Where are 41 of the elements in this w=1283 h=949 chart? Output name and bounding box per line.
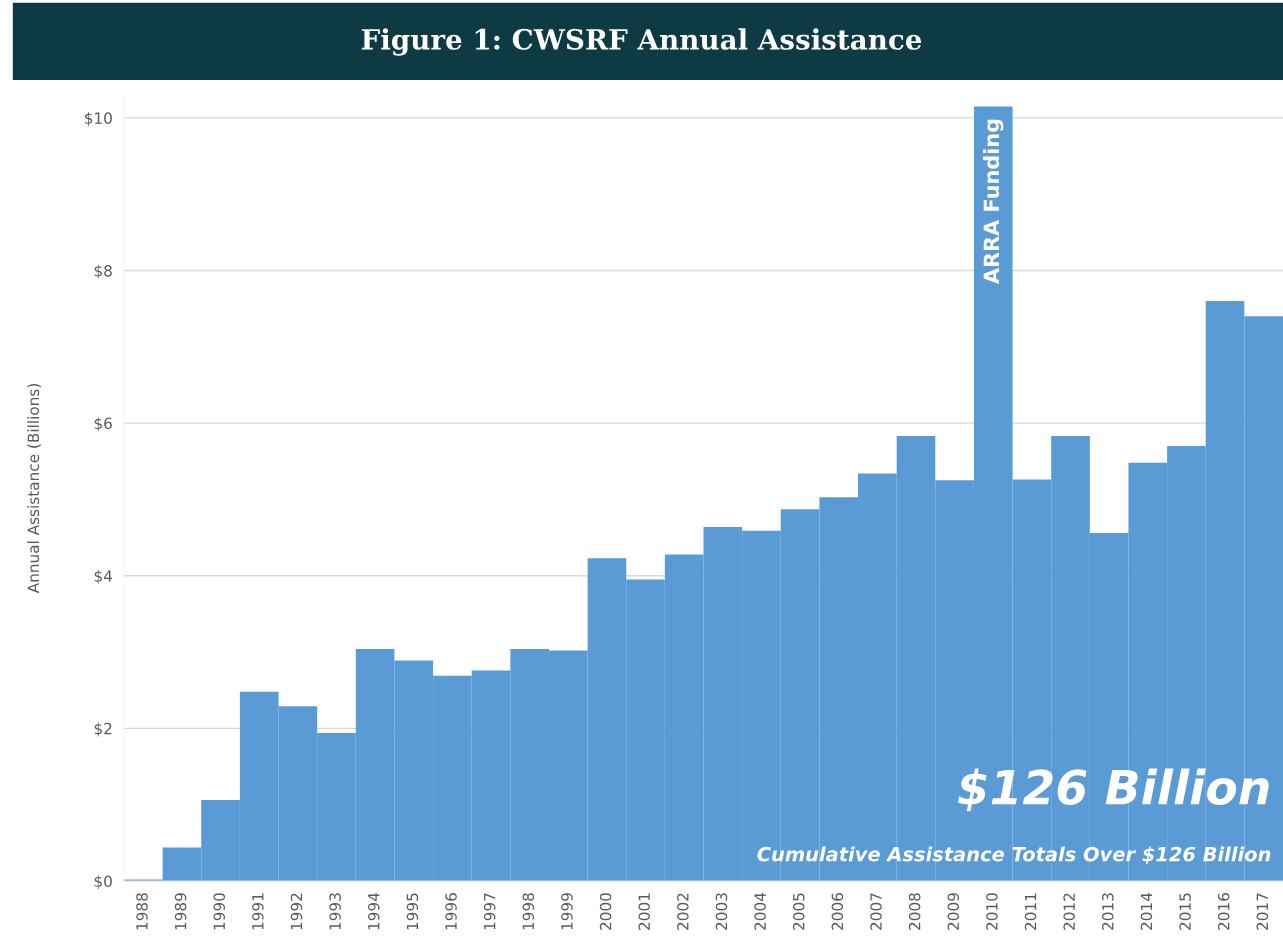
x-tick-label: 2015 bbox=[1179, 893, 1191, 930]
x-tick-label: 2011 bbox=[1024, 893, 1037, 930]
x-tick-label: 2006 bbox=[831, 893, 844, 930]
y-tick-label: $10 bbox=[85, 112, 112, 126]
chart-title: Figure 1: CWSRF Annual Assistance bbox=[361, 28, 922, 56]
x-tick-label: 2003 bbox=[715, 893, 728, 930]
annotation: $126 Billion bbox=[958, 768, 1269, 812]
y-axis-title: Annual Assistance (Billions) bbox=[27, 384, 41, 594]
x-tick-label: 2009 bbox=[947, 893, 960, 930]
y-tick-label: $0 bbox=[94, 875, 112, 890]
x-tick-label: 2012 bbox=[1063, 893, 1075, 930]
x-tick-label: 1991 bbox=[252, 893, 264, 930]
x-tick-label: 2004 bbox=[754, 892, 766, 930]
x-tick-label: 1995 bbox=[406, 893, 419, 930]
x-tick-label: 2013 bbox=[1102, 893, 1114, 930]
x-tick-label: 1994 bbox=[367, 892, 380, 930]
annotation: ARRA Funding bbox=[983, 119, 1004, 285]
x-tick-label: 2005 bbox=[792, 893, 805, 930]
x-tick-label: 2010 bbox=[986, 893, 998, 930]
y-tick-label: $6 bbox=[94, 417, 112, 432]
y-tick-label: $2 bbox=[94, 722, 112, 737]
x-tick-label: 1990 bbox=[213, 893, 226, 930]
x-tick-label: 2001 bbox=[638, 893, 650, 930]
x-tick-label: 2000 bbox=[599, 893, 612, 930]
x-tick-label: 2016 bbox=[1217, 893, 1230, 930]
x-tick-label: 1996 bbox=[445, 893, 457, 930]
annotation: Cumulative Assistance Totals Over $126 Billion bbox=[757, 846, 1271, 865]
x-tick-label: 2007 bbox=[870, 893, 882, 930]
x-tick-label: 2008 bbox=[908, 893, 921, 930]
y-tick-label: $4 bbox=[94, 569, 113, 584]
x-tick-label: 1999 bbox=[561, 893, 573, 930]
x-tick-label: 1988 bbox=[136, 893, 148, 930]
x-tick-label: 1993 bbox=[329, 893, 341, 930]
y-tick-label: $8 bbox=[94, 264, 112, 279]
x-tick-label: 1997 bbox=[483, 893, 496, 930]
x-tick-label: 1989 bbox=[174, 893, 187, 930]
x-tick-label: 1998 bbox=[522, 893, 535, 930]
x-tick-label: 2002 bbox=[677, 893, 689, 930]
x-tick-label: 1992 bbox=[290, 893, 303, 930]
x-tick-label: 2017 bbox=[1256, 893, 1269, 930]
x-tick-label: 2014 bbox=[1140, 892, 1153, 930]
